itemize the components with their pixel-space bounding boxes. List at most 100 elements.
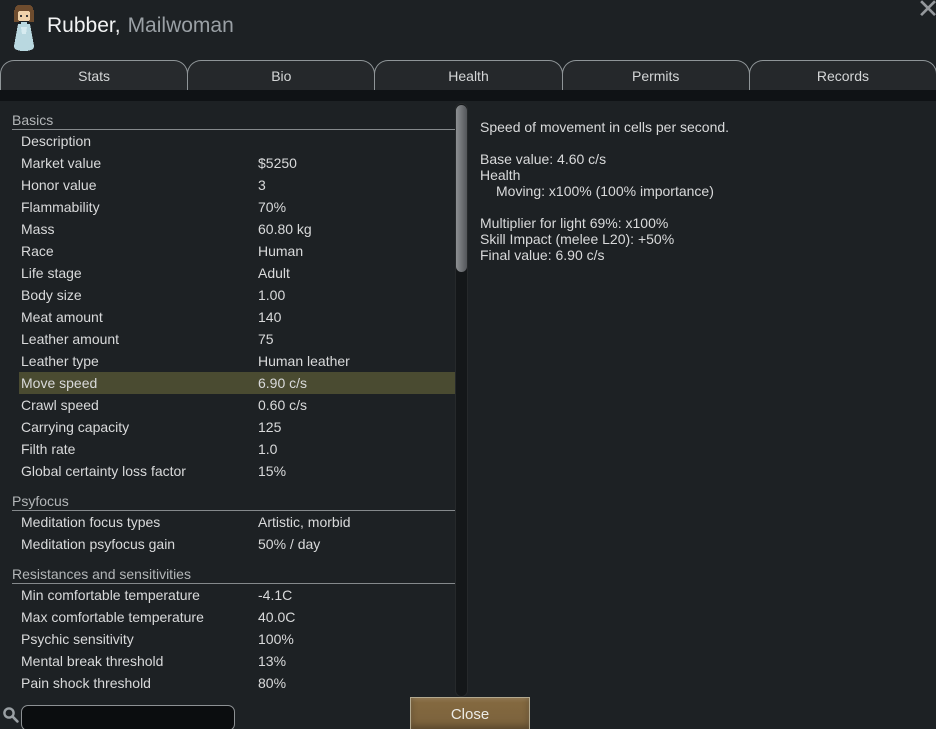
stat-detail-line: Speed of movement in cells per second. bbox=[480, 119, 730, 135]
stat-row[interactable]: Filth rate 1.0 bbox=[12, 438, 455, 460]
stat-row[interactable]: Max comfortable temperature 40.0C bbox=[12, 606, 455, 628]
stat-value: 50% / day bbox=[258, 536, 321, 552]
tab-records[interactable]: Records bbox=[748, 60, 936, 90]
stat-row[interactable]: Carrying capacity 125 bbox=[12, 416, 455, 438]
stat-value: 70% bbox=[258, 199, 287, 215]
stats-section: Resistances and sensitivities Min comfor… bbox=[12, 564, 455, 694]
stat-value: 125 bbox=[258, 419, 282, 435]
pawn-portrait-icon bbox=[14, 5, 34, 51]
stat-row[interactable]: Global certainty loss factor 15% bbox=[12, 460, 455, 482]
stat-label: Body size bbox=[21, 287, 82, 303]
stat-label: Filth rate bbox=[21, 441, 76, 457]
search-input[interactable] bbox=[21, 705, 235, 729]
stat-row[interactable]: Meditation psyfocus gain 50% / day bbox=[12, 533, 455, 555]
stat-row[interactable]: Mass 60.80 kg bbox=[12, 218, 455, 240]
stat-detail-line bbox=[480, 199, 926, 215]
stat-label: Mental break threshold bbox=[21, 653, 164, 669]
stats-scrollbar[interactable] bbox=[455, 103, 468, 697]
stat-detail-panel: Speed of movement in cells per second. Ba… bbox=[468, 101, 936, 263]
pawn-name: Rubber bbox=[47, 14, 115, 37]
stat-detail-line bbox=[480, 135, 926, 151]
tab-label: Permits bbox=[631, 67, 680, 84]
stat-detail-line: Moving: x100% (100% importance) bbox=[496, 183, 714, 199]
stat-row[interactable]: Pain shock threshold 80% bbox=[12, 672, 455, 694]
stat-detail-line: Base value: 4.60 c/s bbox=[480, 151, 607, 167]
tab-label: Bio bbox=[271, 67, 292, 84]
footer: Close bbox=[0, 697, 936, 729]
stat-row[interactable]: Min comfortable temperature -4.1C bbox=[12, 584, 455, 606]
stat-row[interactable]: Market value $5250 bbox=[12, 152, 455, 174]
tab-bio[interactable]: Bio bbox=[187, 60, 376, 90]
stat-value: 0.60 c/s bbox=[258, 397, 308, 413]
stat-row[interactable]: Leather type Human leather bbox=[12, 350, 455, 372]
stat-value: 6.90 c/s bbox=[258, 375, 308, 391]
close-icon[interactable]: ✕ bbox=[916, 0, 936, 24]
stat-value: $5250 bbox=[258, 155, 297, 171]
stat-row[interactable]: Meat amount 140 bbox=[12, 306, 455, 328]
stats-content: Basics Description Market value $5250 Ho… bbox=[0, 101, 936, 697]
stat-label: Description bbox=[21, 133, 92, 149]
tab-health[interactable]: Health bbox=[374, 60, 563, 90]
section-rows: Description Market value $5250 Honor val… bbox=[12, 130, 455, 482]
stat-detail-line: Multiplier for light 69%: x100% bbox=[480, 215, 669, 231]
stat-value: 1.0 bbox=[258, 441, 278, 457]
stat-row[interactable]: Life stage Adult bbox=[12, 262, 455, 284]
stat-label: Life stage bbox=[21, 265, 82, 281]
section-rows: Meditation focus types Artistic, morbid … bbox=[12, 511, 455, 555]
tab-label: Health bbox=[448, 67, 489, 84]
stat-row[interactable]: Crawl speed 0.60 c/s bbox=[12, 394, 455, 416]
stat-value: 100% bbox=[258, 631, 294, 647]
stat-label: Meditation focus types bbox=[21, 514, 161, 530]
stat-value: 13% bbox=[258, 653, 287, 669]
section-header: Psyfocus bbox=[12, 491, 455, 511]
stat-value: -4.1C bbox=[258, 587, 293, 603]
stat-row[interactable]: Body size 1.00 bbox=[12, 284, 455, 306]
stat-label: Leather type bbox=[21, 353, 99, 369]
stat-label: Market value bbox=[21, 155, 102, 171]
stat-label: Psychic sensitivity bbox=[21, 631, 134, 647]
stat-row[interactable]: Move speed 6.90 c/s bbox=[12, 372, 455, 394]
stat-label: Crawl speed bbox=[21, 397, 99, 413]
stat-value: 15% bbox=[258, 463, 287, 479]
pawn-role: Mailwoman bbox=[127, 14, 234, 37]
stat-row[interactable]: Description bbox=[12, 130, 455, 152]
stat-label: Max comfortable temperature bbox=[21, 609, 204, 625]
tab-permits[interactable]: Permits bbox=[561, 60, 750, 90]
tab-label: Stats bbox=[78, 67, 111, 84]
stats-section: Basics Description Market value $5250 Ho… bbox=[12, 110, 455, 482]
stat-label: Global certainty loss factor bbox=[21, 463, 186, 479]
tab-stats[interactable]: Stats bbox=[0, 60, 189, 90]
page-title: Rubber, Mailwoman bbox=[47, 14, 234, 38]
stat-detail-line: Health bbox=[480, 167, 521, 183]
stat-value: 1.00 bbox=[258, 287, 286, 303]
stat-label: Race bbox=[21, 243, 54, 259]
stat-row[interactable]: Leather amount 75 bbox=[12, 328, 455, 350]
stat-label: Meat amount bbox=[21, 309, 103, 325]
stat-row[interactable]: Race Human bbox=[12, 240, 455, 262]
stat-value: Human leather bbox=[258, 353, 350, 369]
tab-label: Records bbox=[816, 67, 869, 84]
stat-row[interactable]: Psychic sensitivity 100% bbox=[12, 628, 455, 650]
stat-label: Pain shock threshold bbox=[21, 675, 151, 691]
stat-detail-line: Skill Impact (melee L20): +50% bbox=[480, 231, 675, 247]
pawn-name-separator: , bbox=[114, 14, 121, 37]
section-header: Resistances and sensitivities bbox=[12, 564, 455, 584]
stats-section: Psyfocus Meditation focus types Artistic… bbox=[12, 491, 455, 555]
stat-row[interactable]: Honor value 3 bbox=[12, 174, 455, 196]
stat-row[interactable]: Flammability 70% bbox=[12, 196, 455, 218]
scrollbar-thumb[interactable] bbox=[456, 105, 467, 272]
stats-list: Basics Description Market value $5250 Ho… bbox=[12, 101, 455, 694]
close-button[interactable]: Close bbox=[410, 697, 530, 729]
title-bar: Rubber, Mailwoman ✕ bbox=[0, 0, 936, 60]
stat-label: Leather amount bbox=[21, 331, 120, 347]
stat-value: 140 bbox=[258, 309, 282, 325]
stat-value: 75 bbox=[258, 331, 274, 347]
section-header: Basics bbox=[12, 110, 455, 130]
search-icon bbox=[3, 707, 19, 723]
stat-detail-line: Final value: 6.90 c/s bbox=[480, 247, 605, 263]
stat-row[interactable]: Meditation focus types Artistic, morbid bbox=[12, 511, 455, 533]
stat-value: Adult bbox=[258, 265, 290, 281]
stat-row[interactable]: Mental break threshold 13% bbox=[12, 650, 455, 672]
stat-label: Honor value bbox=[21, 177, 97, 193]
